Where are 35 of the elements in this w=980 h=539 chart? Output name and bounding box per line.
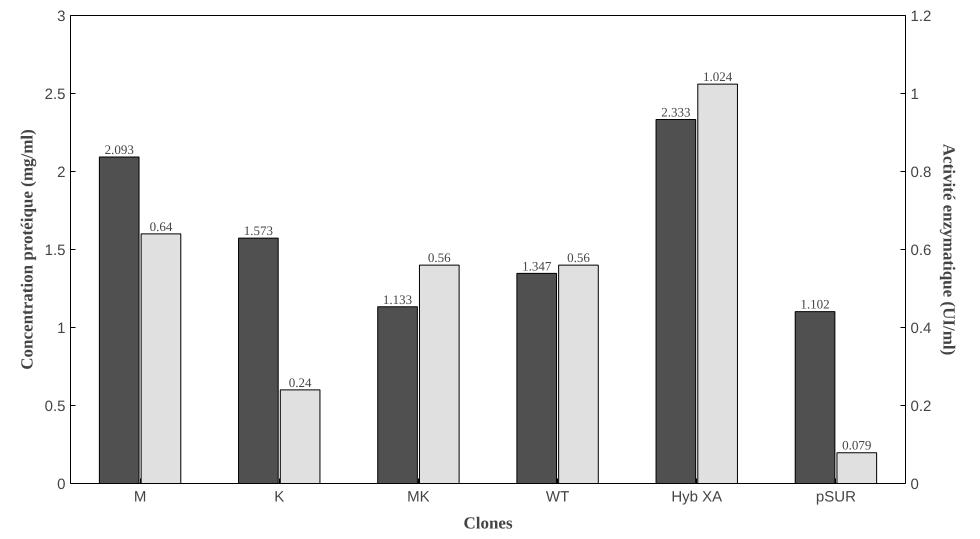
data-label: 1.133	[382, 292, 412, 307]
y2-tick-label: 0.6	[910, 242, 932, 259]
data-label: 1.347	[522, 258, 552, 274]
y-tick-label: 2.5	[44, 86, 66, 103]
y2-axis-title: Activité enzymatique (UI/ml)	[939, 144, 958, 356]
y2-tick-label: 1	[910, 86, 919, 103]
y2-tick-label: 1.2	[910, 8, 932, 25]
x-tick-label: Hyb XA	[671, 488, 722, 506]
data-label: 2.093	[104, 142, 134, 157]
data-label: 0.079	[842, 438, 872, 453]
y2-tick-label: 0	[910, 476, 919, 493]
x-tick-label: K	[274, 488, 284, 506]
y-tick-label: 0.5	[44, 398, 66, 415]
x-tick-label: pSUR	[816, 488, 856, 506]
data-label: 0.64	[150, 218, 173, 234]
data-label: 1.102	[800, 296, 830, 312]
y-tick-label: 2	[57, 164, 66, 181]
data-label: 0.56	[428, 250, 452, 266]
x-tick-label: WT	[546, 488, 570, 506]
y-tick-label: 1.5	[44, 242, 66, 259]
data-label: 2.333	[661, 104, 690, 120]
x-tick-label: MK	[407, 488, 430, 506]
y-tick-label: 0	[57, 476, 66, 493]
y-axis-title: Concentration protéique (mg/ml)	[18, 129, 37, 370]
y-tick-label: 3	[57, 8, 66, 25]
data-label: 1.024	[703, 69, 733, 84]
data-label: 1.573	[244, 223, 273, 238]
y2-tick-label: 0.8	[910, 164, 932, 181]
y2-tick-label: 0.2	[910, 398, 932, 415]
data-label: 0.24	[288, 374, 312, 390]
x-tick-label: M	[134, 488, 146, 506]
data-label: 0.56	[567, 250, 590, 266]
y-tick-label: 1	[57, 320, 66, 337]
x-axis-title: Clones	[463, 514, 513, 532]
y2-tick-label: 0.4	[910, 320, 932, 337]
